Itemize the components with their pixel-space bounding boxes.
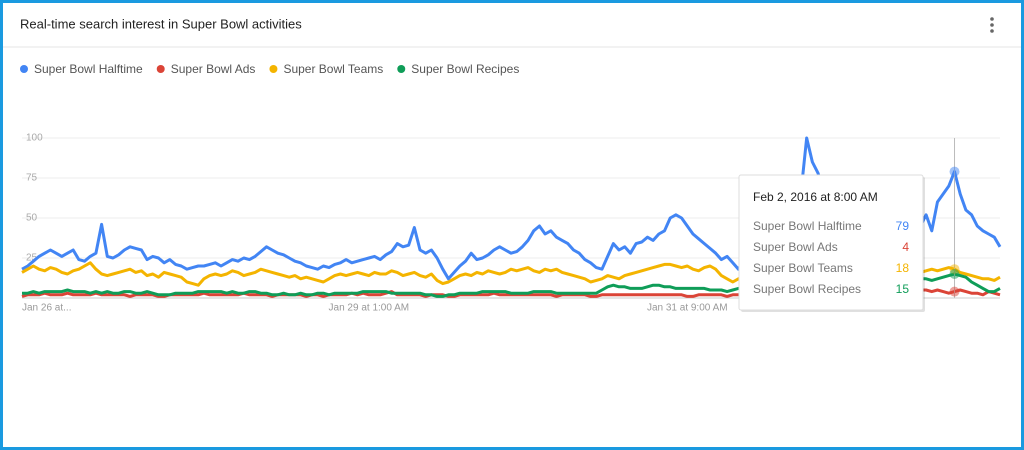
tooltip-series-name: Super Bowl Teams <box>753 261 853 275</box>
hover-point <box>949 166 960 177</box>
x-tick-label: Jan 31 at 9:00 AM <box>647 303 728 314</box>
tooltip-series-name: Super Bowl Recipes <box>753 282 861 296</box>
y-tick-label: 25 <box>26 253 38 264</box>
menu-dot <box>990 17 994 21</box>
y-tick-label: 75 <box>26 173 38 184</box>
tooltip-value: 79 <box>896 219 910 233</box>
tooltip-value: 4 <box>902 240 909 254</box>
x-tick-label: Jan 26 at... <box>22 303 71 314</box>
chart-title: Real-time search interest in Super Bowl … <box>20 16 302 31</box>
tooltip-title: Feb 2, 2016 at 8:00 AM <box>753 190 878 204</box>
y-tick-label: 100 <box>26 133 43 144</box>
y-tick-label: 50 <box>26 213 38 224</box>
hover-point <box>949 286 960 297</box>
legend-swatch <box>156 65 165 73</box>
hover-point <box>949 269 960 279</box>
legend-label: Super Bowl Recipes <box>411 62 519 76</box>
legend-label: Super Bowl Teams <box>283 62 383 76</box>
legend-swatch <box>397 65 406 73</box>
legend-swatch <box>269 65 278 73</box>
tooltip-value: 15 <box>896 282 910 296</box>
tooltip-value: 18 <box>896 261 910 275</box>
legend-label: Super Bowl Halftime <box>34 62 143 76</box>
tooltip-series-name: Super Bowl Halftime <box>753 219 862 233</box>
menu-button[interactable] <box>990 17 994 33</box>
menu-dot <box>990 23 994 27</box>
menu-dot <box>990 29 994 33</box>
tooltip: Feb 2, 2016 at 8:00 AM Super Bowl Halftim… <box>738 174 925 312</box>
tooltip-series-name: Super Bowl Ads <box>753 240 838 254</box>
tooltip-box <box>738 174 924 311</box>
legend-label: Super Bowl Ads <box>171 62 256 76</box>
x-tick-label: Jan 29 at 1:00 AM <box>329 303 410 314</box>
legend-swatch <box>20 65 28 73</box>
